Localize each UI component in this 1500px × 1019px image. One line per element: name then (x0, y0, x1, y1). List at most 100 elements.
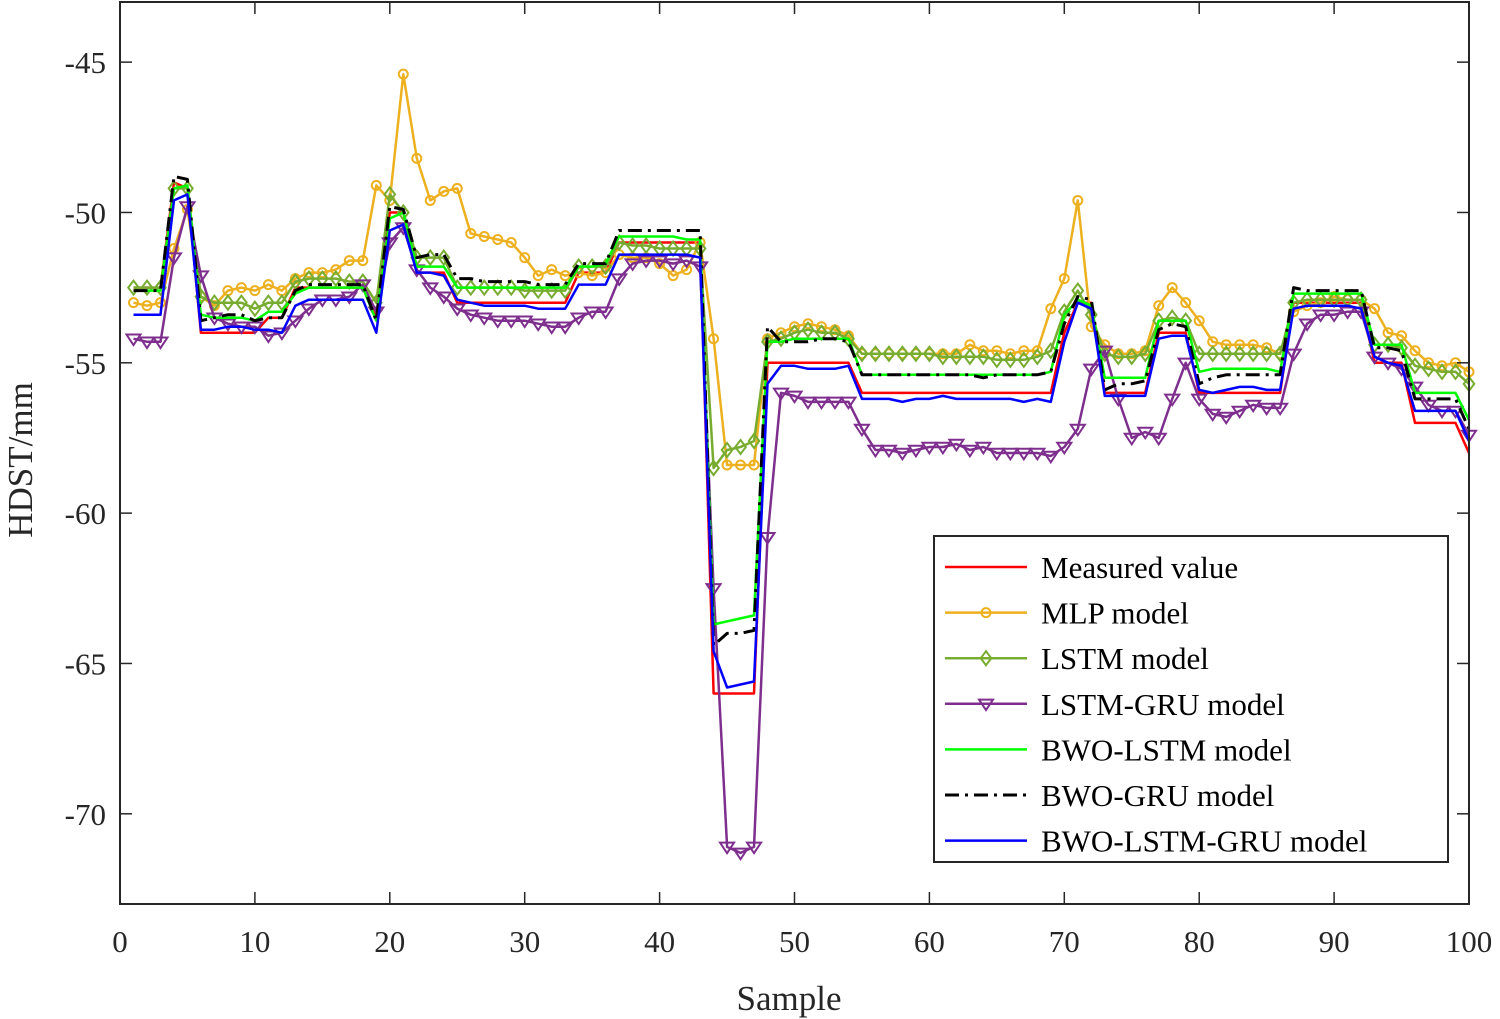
y-axis-label: HDST/mm (1, 382, 40, 538)
data-point-triangle (1041, 450, 1060, 465)
data-point-circle (492, 234, 504, 246)
data-point-triangle (1419, 399, 1438, 413)
data-point-diamond (261, 293, 275, 312)
data-point-triangle (475, 312, 494, 326)
legend-label: BWO-GRU model (1041, 778, 1274, 813)
data-point-diamond (1260, 345, 1274, 363)
data-point-triangle (286, 315, 305, 329)
data-point-diamond (1422, 360, 1436, 378)
data-point-circle (519, 252, 531, 264)
data-point-diamond (1408, 357, 1422, 375)
data-point-circle (815, 321, 827, 333)
data-point-triangle (974, 441, 993, 456)
data-point-triangle (1338, 306, 1357, 320)
data-point-circle (1004, 348, 1016, 360)
data-point-triangle (718, 841, 736, 855)
data-point-circle (980, 607, 992, 619)
y-tick-label: -55 (65, 346, 106, 381)
data-point-triangle (961, 444, 979, 459)
data-point-diamond (841, 330, 855, 348)
data-point-circle (1072, 194, 1084, 206)
data-point-circle (1180, 297, 1192, 309)
y-tick-label: -45 (65, 45, 106, 80)
data-point-triangle (259, 330, 278, 344)
data-point-circle (438, 185, 450, 197)
data-point-circle (411, 152, 423, 164)
data-point-circle (1261, 342, 1273, 354)
legend-label: LSTM-GRU model (1041, 687, 1285, 722)
legend-item-bwo-lstm-model: BWO-LSTM model (945, 732, 1292, 767)
series-line-bwo-gru-model (133, 174, 1471, 647)
data-point-triangle (596, 306, 615, 320)
data-point-diamond (329, 269, 343, 288)
data-point-circle (748, 459, 760, 471)
data-point-circle (586, 270, 598, 282)
data-point-diamond (734, 438, 748, 456)
data-point-triangle (799, 396, 817, 410)
data-point-diamond (450, 278, 464, 297)
legend: Measured value MLP model LSTM model LSTM-GR… (933, 535, 1449, 863)
data-point-triangle (677, 255, 696, 269)
data-point-diamond (1084, 306, 1098, 324)
legend-item-mlp-model: MLP model (945, 596, 1189, 631)
legend-label: BWO-LSTM-GRU model (1041, 824, 1367, 859)
data-point-circle (357, 255, 369, 267)
data-point-triangle (1149, 432, 1168, 447)
data-point-diamond (909, 345, 923, 363)
data-point-circle (127, 297, 139, 309)
data-point-circle (708, 333, 720, 345)
data-point-circle (721, 459, 733, 471)
data-point-diamond (491, 278, 505, 297)
data-point-triangle (1190, 393, 1209, 407)
legend-label: Measured value (1041, 550, 1238, 585)
data-point-triangle (124, 333, 143, 347)
data-point-diamond (1152, 312, 1166, 330)
data-point-triangle (623, 258, 642, 272)
data-point-circle (789, 321, 800, 333)
data-point-triangle (1082, 363, 1101, 377)
x-tick-label: 20 (374, 924, 405, 959)
data-point-diamond (1381, 336, 1395, 354)
data-point-circle (141, 300, 153, 312)
data-point-diamond (207, 293, 221, 312)
data-point-triangle (839, 396, 858, 410)
data-point-triangle (1055, 441, 1074, 456)
data-point-triangle (947, 438, 966, 453)
data-point-diamond (882, 345, 896, 363)
y-tick-label: -65 (65, 646, 106, 681)
data-point-triangle (1068, 423, 1087, 438)
data-point-circle (1018, 345, 1030, 357)
series-line-bwo-lstm-model (133, 184, 1471, 626)
data-point-circle (532, 270, 544, 282)
data-point-diamond (234, 293, 248, 312)
data-point-triangle (907, 444, 925, 459)
data-point-diamond (1030, 348, 1044, 366)
data-point-diamond (1435, 363, 1449, 381)
data-point-diamond (302, 269, 316, 288)
data-point-diamond (1192, 345, 1206, 363)
y-tick-label: -70 (65, 797, 106, 832)
data-point-diamond (437, 248, 451, 267)
data-point-triangle (934, 441, 952, 456)
data-point-diamond (1125, 348, 1139, 366)
legend-item-bwo-gru-model: BWO-GRU model (945, 778, 1274, 813)
data-point-circle (991, 345, 1003, 357)
axis-ticks: 0 10 20 30 40 50 60 70 80 90 100 -45 -50 -55 -60 -65 -70 (65, 2, 1492, 959)
data-point-diamond (1219, 345, 1233, 363)
data-point-circle (1234, 339, 1246, 351)
data-point-diamond (221, 293, 235, 312)
data-point-triangle (1298, 318, 1316, 332)
data-point-circle (1153, 300, 1165, 312)
x-tick-label: 80 (1184, 924, 1215, 959)
data-point-circle (1247, 339, 1259, 351)
data-point-triangle (542, 321, 561, 335)
data-point-triangle (880, 444, 898, 459)
data-point-diamond (801, 321, 815, 339)
data-point-triangle (488, 315, 507, 329)
data-point-circle (977, 345, 989, 357)
data-point-diamond (949, 348, 963, 366)
data-point-triangle (987, 447, 1006, 462)
data-point-circle (1423, 357, 1435, 369)
series-bwo-lstm-model (133, 184, 1471, 626)
data-point-diamond (140, 278, 154, 297)
